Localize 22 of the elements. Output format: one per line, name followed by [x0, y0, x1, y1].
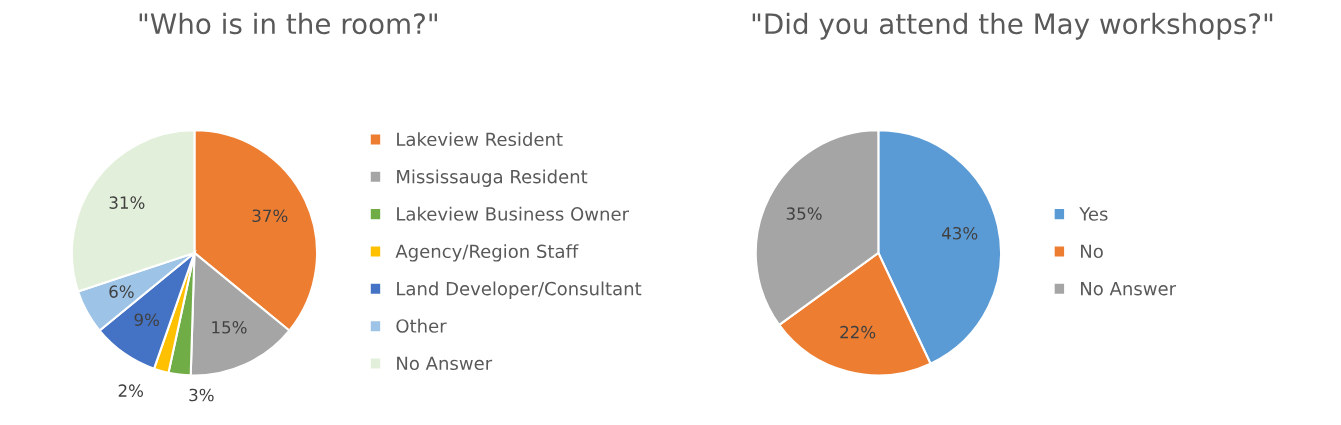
legend-label: Lakeview Business Owner — [397, 206, 630, 221]
legend-label: Agency/Region Staff — [395, 244, 579, 262]
data-label: 3% — [189, 388, 214, 402]
legend-label: No Answer — [1081, 282, 1177, 296]
legend-label: Yes — [1079, 207, 1108, 221]
data-label: 22% — [840, 325, 876, 339]
legend-label: Lakeview Resident — [397, 132, 563, 147]
legend-label: Land Developer/Consultant — [397, 281, 642, 299]
data-label: 9% — [134, 313, 159, 327]
data-label: 37% — [252, 209, 288, 223]
chart-title: "Who is in the room?" — [139, 12, 437, 35]
legend-label: Mississauga Resident — [397, 169, 588, 187]
chart-title: "Did you attend the May workshops?" — [752, 12, 1273, 40]
legend-label: No — [1081, 244, 1103, 259]
legend-label: Other — [396, 318, 447, 333]
data-label: 35% — [786, 207, 822, 220]
data-label: 6% — [109, 285, 134, 298]
legend-label: No Answer — [397, 356, 493, 371]
data-label: 43% — [942, 226, 978, 240]
data-label: 2% — [118, 384, 144, 397]
data-label: 31% — [109, 196, 145, 209]
data-label: 15% — [212, 320, 247, 334]
